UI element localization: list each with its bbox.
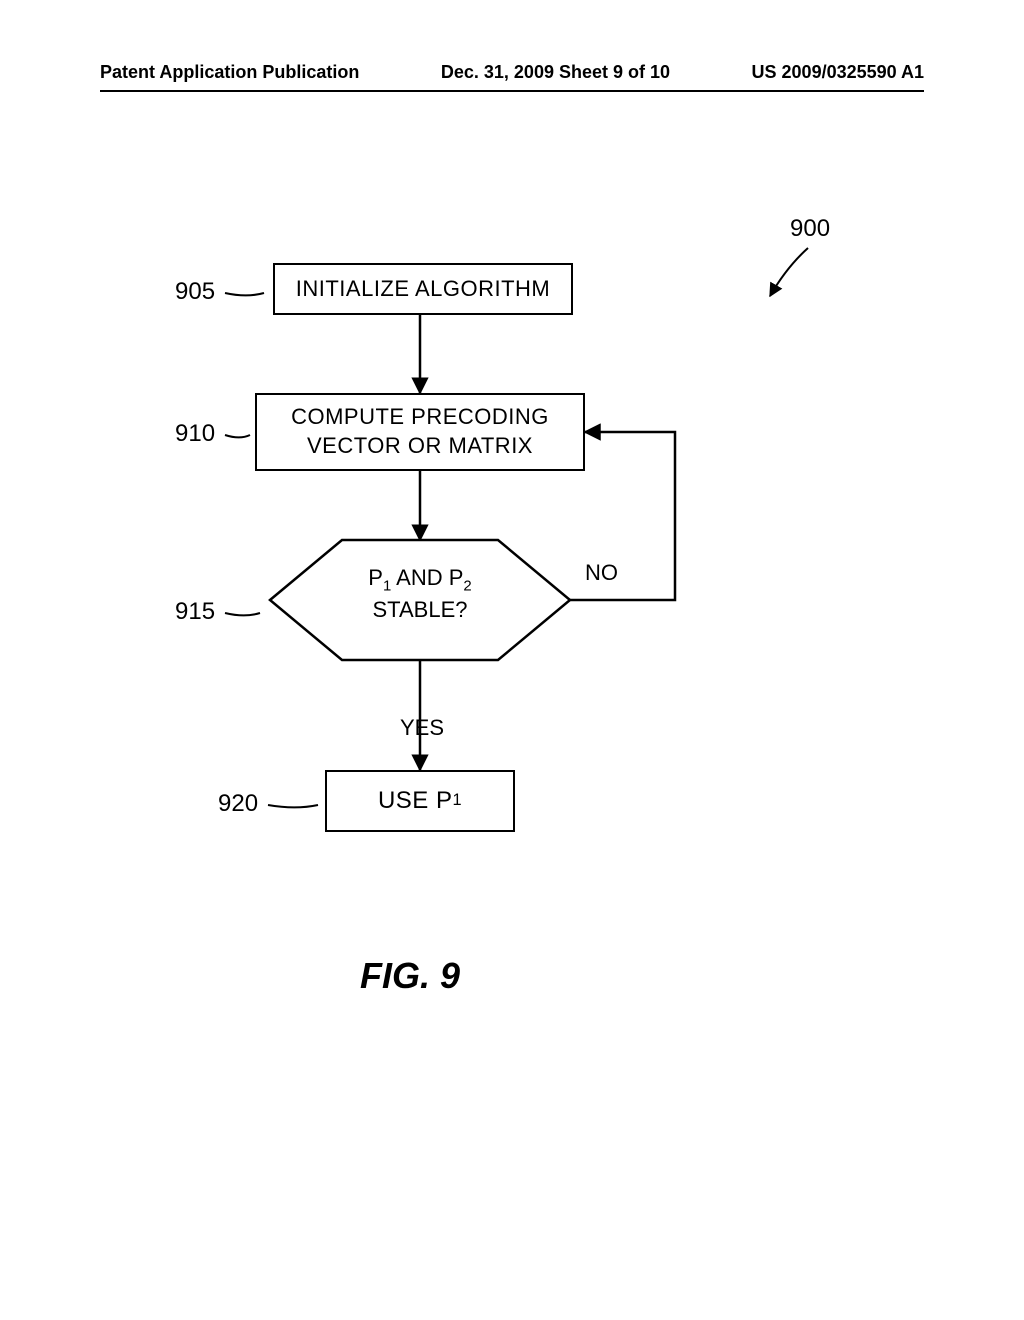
ref-910: 910 <box>175 420 215 448</box>
ref-callout-tail <box>268 805 318 807</box>
edge-label-yes: YES <box>400 715 444 741</box>
ref-callout-tail <box>225 293 264 295</box>
step-compute-precoding: COMPUTE PRECODINGVECTOR OR MATRIX <box>255 393 585 471</box>
flowchart-svg <box>0 0 1024 1320</box>
ref-920: 920 <box>218 790 258 818</box>
ref-905: 905 <box>175 278 215 306</box>
decision-stable-label: P1 AND P2STABLE? <box>338 564 503 624</box>
ref-callout-tail <box>770 248 808 296</box>
figure-caption: FIG. 9 <box>360 955 460 997</box>
step-use-p1: USE P1 <box>325 770 515 832</box>
ref-callout-tail <box>225 435 250 437</box>
ref-900: 900 <box>790 215 830 243</box>
step-initialize: INITIALIZE ALGORITHM <box>273 263 573 315</box>
ref-915: 915 <box>175 598 215 626</box>
ref-callout-tail <box>225 613 260 615</box>
edge-label-no: NO <box>585 560 618 586</box>
